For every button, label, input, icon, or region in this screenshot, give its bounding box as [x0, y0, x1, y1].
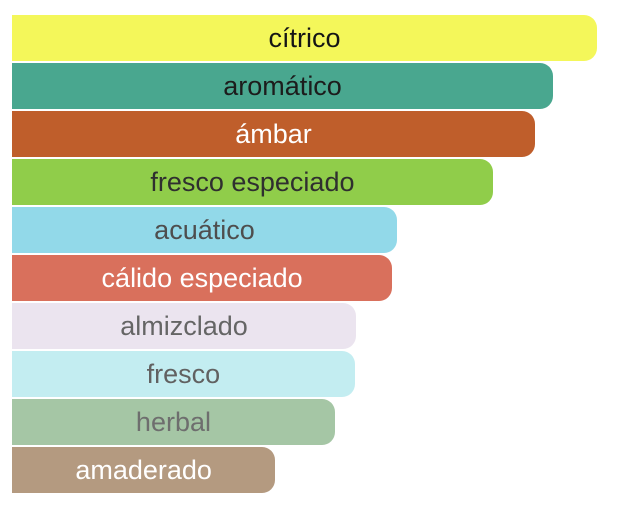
accord-label: fresco especiado [150, 166, 355, 197]
accord-bar: acuático [12, 207, 397, 253]
accord-bar: amaderado [12, 447, 276, 493]
accord-bar: herbal [12, 399, 335, 445]
accords-bar-chart: cítrico aromático ámbar fresco especiado… [12, 15, 597, 493]
accord-bar: cítrico [12, 15, 597, 61]
accord-label: aromático [223, 70, 342, 101]
accord-label: herbal [135, 406, 211, 437]
accord-label: almizclado [120, 310, 248, 341]
accord-label: acuático [154, 214, 255, 245]
accord-bar: cálido especiado [12, 255, 393, 301]
accord-label: ámbar [235, 118, 312, 149]
accord-bar: fresco especiado [12, 159, 493, 205]
accord-bar: ámbar [12, 111, 535, 157]
accord-bar: almizclado [12, 303, 356, 349]
accord-bar: aromático [12, 63, 554, 109]
accord-label: amaderado [75, 454, 212, 485]
accord-bar: fresco [12, 351, 355, 397]
accord-label: cítrico [268, 22, 341, 53]
accord-label: fresco [146, 358, 221, 389]
accord-label: cálido especiado [101, 262, 303, 293]
